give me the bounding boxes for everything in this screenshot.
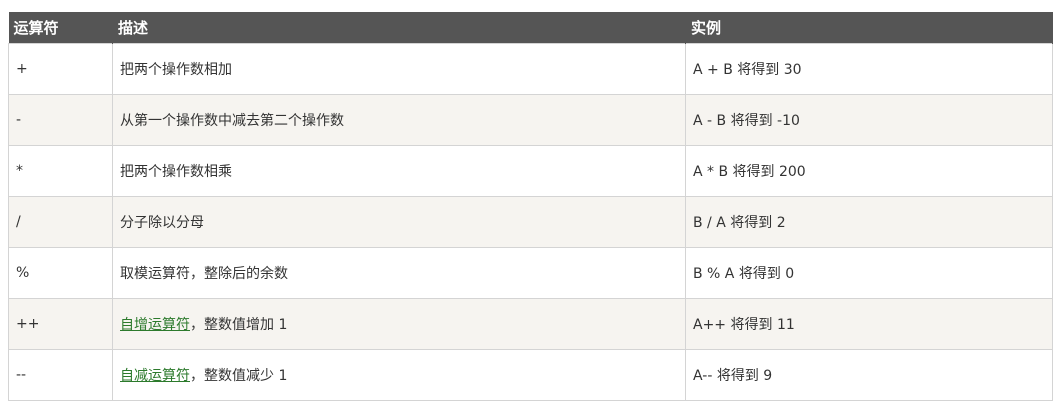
operator-cell: /	[8, 195, 113, 248]
description-text: ，整数值减少 1	[190, 367, 288, 384]
description-cell: 自减运算符，整数值减少 1	[112, 348, 686, 401]
example-cell: A * B 将得到 200	[685, 144, 1053, 197]
decrement-operator-link[interactable]: 自减运算符	[120, 367, 190, 384]
example-cell: A-- 将得到 9	[685, 348, 1053, 401]
header-description: 描述	[112, 12, 686, 43]
table-row: % 取模运算符，整除后的余数 B % A 将得到 0	[8, 246, 1053, 299]
description-cell: 从第一个操作数中减去第二个操作数	[112, 93, 686, 146]
operators-table-container: 运算符 描述 实例 + 把两个操作数相加 A + B 将得到 30 - 从第一个…	[8, 12, 1053, 401]
example-cell: A + B 将得到 30	[685, 42, 1053, 95]
operator-cell: +	[8, 42, 113, 95]
description-cell: 把两个操作数相乘	[112, 144, 686, 197]
operator-cell: --	[8, 348, 113, 401]
increment-operator-link[interactable]: 自增运算符	[120, 316, 190, 333]
example-cell: A - B 将得到 -10	[685, 93, 1053, 146]
example-cell: B % A 将得到 0	[685, 246, 1053, 299]
description-cell: 分子除以分母	[112, 195, 686, 248]
header-example: 实例	[685, 12, 1053, 43]
operator-cell: -	[8, 93, 113, 146]
table-row: + 把两个操作数相加 A + B 将得到 30	[8, 42, 1053, 95]
description-cell: 取模运算符，整除后的余数	[112, 246, 686, 299]
description-cell: 自增运算符，整数值增加 1	[112, 297, 686, 350]
operator-cell: *	[8, 144, 113, 197]
table-row: -- 自减运算符，整数值减少 1 A-- 将得到 9	[8, 348, 1053, 401]
example-cell: A++ 将得到 11	[685, 297, 1053, 350]
operator-cell: ++	[8, 297, 113, 350]
table-header-row: 运算符 描述 实例	[8, 12, 1053, 43]
description-text: ，整数值增加 1	[190, 316, 288, 333]
table-row: / 分子除以分母 B / A 将得到 2	[8, 195, 1053, 248]
header-operator: 运算符	[8, 12, 113, 43]
operator-cell: %	[8, 246, 113, 299]
example-cell: B / A 将得到 2	[685, 195, 1053, 248]
description-cell: 把两个操作数相加	[112, 42, 686, 95]
table-row: * 把两个操作数相乘 A * B 将得到 200	[8, 144, 1053, 197]
table-row: ++ 自增运算符，整数值增加 1 A++ 将得到 11	[8, 297, 1053, 350]
operators-table: 运算符 描述 实例 + 把两个操作数相加 A + B 将得到 30 - 从第一个…	[8, 12, 1053, 401]
table-row: - 从第一个操作数中减去第二个操作数 A - B 将得到 -10	[8, 93, 1053, 146]
